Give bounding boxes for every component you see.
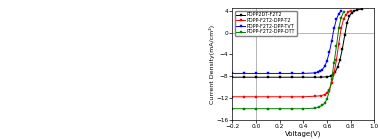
PDPP-F2T2-DPP-TVT xyxy=(242,73,246,74)
PDPP2DT-F2T2 xyxy=(340,48,345,50)
PDPP-F2T2-DPP-TVT xyxy=(336,13,341,15)
Line: PDPP-F2T2-DPP-TVT: PDPP-F2T2-DPP-TVT xyxy=(231,10,342,75)
PDPP-F2T2-DPP-DTT xyxy=(242,108,246,110)
PDPP-F2T2-DPP-TVT xyxy=(313,72,318,74)
PDPP-F2T2-DPP-DTT xyxy=(332,62,336,63)
PDPP-F2T2-DPP-DTT xyxy=(230,108,235,110)
Y-axis label: Current Density(mA/cm²): Current Density(mA/cm²) xyxy=(209,24,215,104)
PDPP2DT-F2T2 xyxy=(345,22,349,24)
Legend: PDPP2DT-F2T2, PDPP-F2T2-DPP-T2, PDPP-F2T2-DPP-TVT, PDPP-F2T2-DPP-DTT: PDPP2DT-F2T2, PDPP-F2T2-DPP-T2, PDPP-F2T… xyxy=(235,11,296,36)
PDPP-F2T2-DPP-DTT xyxy=(339,17,343,18)
PDPP-F2T2-DPP-T2 xyxy=(242,96,246,98)
PDPP2DT-F2T2 xyxy=(352,10,356,12)
PDPP-F2T2-DPP-DTT xyxy=(320,105,324,106)
PDPP-F2T2-DPP-T2 xyxy=(301,96,305,98)
PDPP-F2T2-DPP-T2 xyxy=(332,73,336,74)
PDPP2DT-F2T2 xyxy=(277,76,282,78)
PDPP2DT-F2T2 xyxy=(301,76,305,78)
PDPP-F2T2-DPP-TVT xyxy=(327,51,332,53)
PDPP-F2T2-DPP-T2 xyxy=(334,59,339,61)
PDPP-F2T2-DPP-TVT xyxy=(289,73,294,74)
Line: PDPP-F2T2-DPP-DTT: PDPP-F2T2-DPP-DTT xyxy=(231,11,345,110)
PDPP-F2T2-DPP-TVT xyxy=(266,73,270,74)
PDPP-F2T2-DPP-DTT xyxy=(329,78,334,80)
PDPP2DT-F2T2 xyxy=(289,76,294,78)
PDPP2DT-F2T2 xyxy=(266,76,270,78)
X-axis label: Voltage(V): Voltage(V) xyxy=(285,130,322,137)
PDPP-F2T2-DPP-T2 xyxy=(344,14,348,16)
PDPP-F2T2-DPP-TVT xyxy=(325,60,329,62)
PDPP2DT-F2T2 xyxy=(360,8,365,10)
PDPP-F2T2-DPP-DTT xyxy=(341,11,346,13)
PDPP-F2T2-DPP-DTT xyxy=(325,98,329,100)
PDPP-F2T2-DPP-TVT xyxy=(329,40,334,42)
PDPP-F2T2-DPP-TVT xyxy=(320,69,324,70)
PDPP2DT-F2T2 xyxy=(254,76,258,78)
PDPP-F2T2-DPP-TVT xyxy=(318,70,322,72)
PDPP2DT-F2T2 xyxy=(333,71,338,73)
PDPP-F2T2-DPP-TVT xyxy=(230,73,235,74)
PDPP2DT-F2T2 xyxy=(313,76,318,78)
PDPP-F2T2-DPP-TVT xyxy=(301,73,305,74)
PDPP2DT-F2T2 xyxy=(338,59,342,61)
PDPP-F2T2-DPP-TVT xyxy=(339,10,343,12)
PDPP-F2T2-DPP-TVT xyxy=(332,28,336,29)
PDPP-F2T2-DPP-DTT xyxy=(313,107,318,109)
PDPP-F2T2-DPP-T2 xyxy=(289,96,294,98)
PDPP2DT-F2T2 xyxy=(230,76,235,78)
PDPP-F2T2-DPP-TVT xyxy=(254,73,258,74)
PDPP-F2T2-DPP-T2 xyxy=(341,18,346,20)
PDPP-F2T2-DPP-T2 xyxy=(230,96,235,98)
PDPP-F2T2-DPP-DTT xyxy=(316,106,321,108)
PDPP-F2T2-DPP-T2 xyxy=(348,10,353,11)
PDPP2DT-F2T2 xyxy=(350,12,354,13)
PDPP2DT-F2T2 xyxy=(242,76,246,78)
PDPP-F2T2-DPP-DTT xyxy=(327,90,332,92)
PDPP-F2T2-DPP-T2 xyxy=(329,82,334,84)
PDPP-F2T2-DPP-DTT xyxy=(277,108,282,110)
PDPP2DT-F2T2 xyxy=(335,66,340,68)
PDPP-F2T2-DPP-DTT xyxy=(322,102,327,104)
PDPP-F2T2-DPP-TVT xyxy=(334,18,339,20)
PDPP2DT-F2T2 xyxy=(325,76,329,78)
PDPP-F2T2-DPP-DTT xyxy=(289,108,294,110)
PDPP-F2T2-DPP-DTT xyxy=(254,108,258,110)
PDPP-F2T2-DPP-DTT xyxy=(301,108,305,110)
PDPP-F2T2-DPP-T2 xyxy=(346,11,350,13)
PDPP2DT-F2T2 xyxy=(342,35,347,36)
PDPP-F2T2-DPP-T2 xyxy=(325,92,329,94)
PDPP2DT-F2T2 xyxy=(331,74,335,75)
PDPP2DT-F2T2 xyxy=(328,75,333,77)
Line: PDPP2DT-F2T2: PDPP2DT-F2T2 xyxy=(231,8,364,79)
PDPP-F2T2-DPP-T2 xyxy=(336,43,341,44)
PDPP-F2T2-DPP-TVT xyxy=(322,66,327,67)
PDPP-F2T2-DPP-T2 xyxy=(319,95,323,96)
PDPP-F2T2-DPP-DTT xyxy=(336,28,341,29)
PDPP-F2T2-DPP-T2 xyxy=(313,95,318,97)
PDPP-F2T2-DPP-T2 xyxy=(254,96,258,98)
Line: PDPP-F2T2-DPP-T2: PDPP-F2T2-DPP-T2 xyxy=(231,9,352,98)
PDPP-F2T2-DPP-TVT xyxy=(277,73,282,74)
PDPP-F2T2-DPP-TVT xyxy=(315,71,320,73)
PDPP-F2T2-DPP-DTT xyxy=(334,45,339,47)
PDPP-F2T2-DPP-DTT xyxy=(266,108,270,110)
PDPP2DT-F2T2 xyxy=(347,15,352,17)
PDPP-F2T2-DPP-T2 xyxy=(322,94,327,95)
PDPP-F2T2-DPP-T2 xyxy=(339,28,343,29)
PDPP-F2T2-DPP-T2 xyxy=(266,96,270,98)
PDPP-F2T2-DPP-T2 xyxy=(327,89,332,90)
PDPP2DT-F2T2 xyxy=(354,9,359,11)
PDPP2DT-F2T2 xyxy=(319,76,323,78)
PDPP-F2T2-DPP-T2 xyxy=(277,96,282,98)
